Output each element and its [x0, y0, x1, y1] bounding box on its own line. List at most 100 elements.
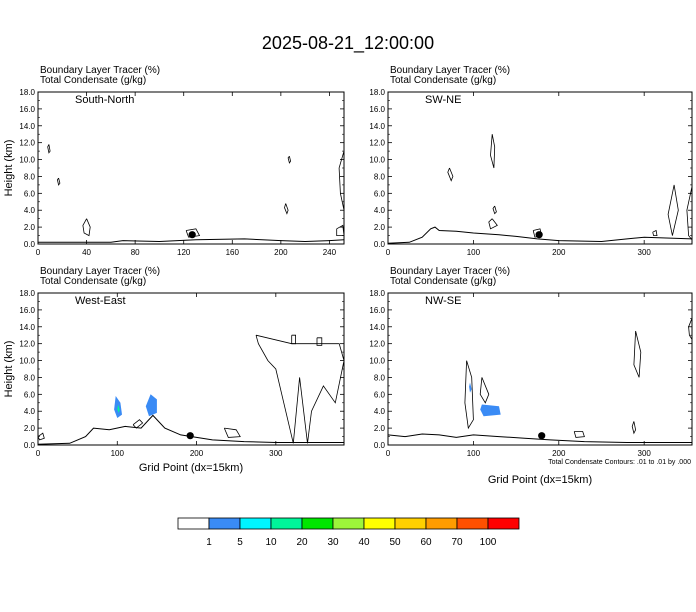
colorbar-swatch [177, 517, 210, 530]
y-tick-label: 6.0 [24, 390, 36, 399]
colorbar-label: 30 [327, 537, 339, 548]
colorbar-swatch [270, 517, 303, 530]
y-tick-label: 10.0 [369, 156, 385, 165]
panel-header-line: Total Condensate (g/kg) [390, 276, 496, 287]
tracer-contour [185, 228, 201, 238]
y-tick-label: 14.0 [19, 122, 35, 131]
panel-header-line: Total Condensate (g/kg) [390, 75, 496, 86]
panel-4: Boundary Layer Tracer (%)Total Condensat… [369, 266, 693, 486]
x-tick-label: 0 [386, 248, 391, 257]
y-tick-label: 8.0 [24, 373, 36, 382]
x-tick-label: 200 [190, 449, 204, 458]
tracer-contour [686, 186, 692, 241]
colorbar: 1 5 10 20 30 40 50 60 70 100 [177, 517, 520, 548]
y-tick-label: 2.0 [24, 223, 36, 232]
y-tick-label: 0.0 [374, 240, 386, 249]
y-tick-label: 18.0 [19, 88, 35, 97]
plot-area [38, 334, 344, 445]
panel-2: Boundary Layer Tracer (%)Total Condensat… [369, 65, 693, 257]
y-tick-label: 12.0 [369, 340, 385, 349]
y-tick-label: 0.0 [24, 441, 36, 450]
colorbar-label: 20 [296, 537, 308, 548]
colorbar-label: 60 [420, 537, 432, 548]
y-tick-label: 4.0 [24, 407, 36, 416]
y-tick-label: 12.0 [19, 139, 35, 148]
y-tick-label: 10.0 [369, 357, 385, 366]
terrain-line [38, 238, 344, 243]
y-tick-label: 6.0 [374, 390, 386, 399]
panel-header-line: Boundary Layer Tracer (%) [390, 65, 510, 76]
x-tick-label: 100 [467, 248, 481, 257]
panel-label: West-East [75, 295, 126, 307]
tracer-contour [255, 334, 344, 444]
condensate-fill [469, 382, 472, 393]
x-tick-label: 200 [552, 449, 566, 458]
tracer-contour [492, 205, 497, 215]
y-tick-label: 4.0 [24, 206, 36, 215]
tracer-contour [316, 337, 323, 346]
x-tick-label: 120 [177, 248, 191, 257]
location-marker [538, 432, 546, 440]
y-tick-label: 0.0 [374, 441, 386, 450]
colorbar-swatch [332, 517, 365, 530]
tracer-contour [132, 419, 144, 429]
colorbar-label: 50 [389, 537, 401, 548]
tracer-contour [447, 167, 454, 182]
colorbar-swatch [487, 517, 520, 530]
colorbar-swatch [363, 517, 396, 530]
terrain-line [388, 226, 692, 244]
x-axis-label: Grid Point (dx=15km) [488, 474, 592, 486]
x-tick-label: 200 [274, 248, 288, 257]
x-tick-label: 240 [323, 248, 337, 257]
panel-label: South-North [75, 94, 134, 106]
tracer-contour [284, 203, 289, 215]
colorbar-swatch [208, 517, 241, 530]
colorbar-label: 10 [265, 537, 277, 548]
y-tick-label: 4.0 [374, 206, 386, 215]
y-tick-label: 8.0 [24, 172, 36, 181]
panel-frame [37, 292, 345, 446]
y-tick-label: 2.0 [24, 424, 36, 433]
y-tick-label: 8.0 [374, 373, 386, 382]
panel-header-line: Boundary Layer Tracer (%) [390, 266, 510, 277]
panel-header-line: Boundary Layer Tracer (%) [40, 266, 160, 277]
y-tick-label: 2.0 [374, 424, 386, 433]
panel-frame [37, 91, 345, 245]
panel-1: Boundary Layer Tracer (%)Total Condensat… [3, 65, 345, 257]
tracer-contour [291, 334, 296, 345]
tracer-contour [338, 150, 344, 211]
x-tick-label: 0 [386, 449, 391, 458]
colorbar-swatch [394, 517, 427, 530]
tracer-contour [573, 431, 585, 438]
tracer-contour [56, 177, 61, 186]
y-tick-label: 18.0 [369, 289, 385, 298]
x-tick-label: 100 [111, 449, 125, 458]
y-tick-label: 14.0 [369, 122, 385, 131]
y-tick-label: 16.0 [369, 105, 385, 114]
y-tick-label: 18.0 [19, 289, 35, 298]
panel-header-line: Boundary Layer Tracer (%) [40, 65, 160, 76]
tracer-contour [82, 218, 91, 237]
panel-header-line: Total Condensate (g/kg) [40, 276, 146, 287]
panel-frame [387, 91, 693, 245]
terrain-line [388, 433, 692, 443]
tracer-contour [38, 432, 45, 441]
panels: Boundary Layer Tracer (%)Total Condensat… [3, 65, 693, 486]
y-tick-label: 14.0 [369, 323, 385, 332]
panel-frame [387, 292, 693, 446]
colorbar-label: 40 [358, 537, 370, 548]
location-marker [535, 231, 543, 239]
colorbar-label: 100 [480, 537, 497, 548]
plot-area [38, 144, 344, 243]
x-tick-label: 160 [226, 248, 240, 257]
y-tick-label: 0.0 [24, 240, 36, 249]
tracer-contour [631, 421, 637, 435]
panel-label: SW-NE [425, 94, 461, 106]
condensate-fill [145, 394, 157, 417]
y-tick-label: 18.0 [369, 88, 385, 97]
x-tick-label: 300 [638, 449, 652, 458]
tracer-contour [479, 377, 490, 404]
panel-header-line: Total Condensate (g/kg) [40, 75, 146, 86]
tracer-contour [223, 427, 241, 438]
location-marker [188, 231, 196, 239]
